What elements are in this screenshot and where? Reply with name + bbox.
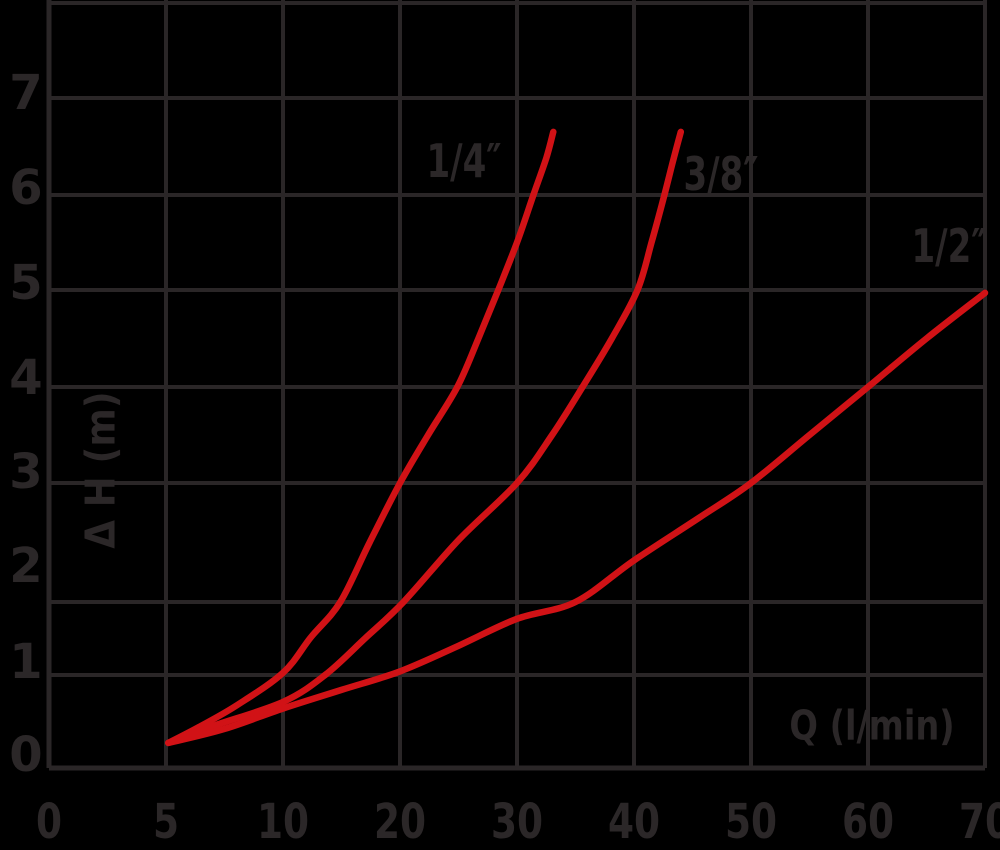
x-tick-label: 50: [724, 794, 778, 850]
x-tick-label: 30: [490, 794, 544, 850]
curve-label-half-inch: 1/2″: [911, 219, 987, 273]
y-tick-label: 6: [9, 160, 43, 216]
x-tick-label: 40: [607, 794, 661, 850]
y-tick-label: 4: [9, 350, 43, 406]
x-tick-label: 0: [35, 794, 63, 850]
y-tick-label: 2: [9, 538, 43, 594]
x-axis-title: Q (l/min): [789, 701, 955, 750]
y-tick-label: 5: [9, 255, 43, 311]
y-tick-label: 7: [9, 65, 43, 121]
curve-quarter-inch: [165, 128, 557, 747]
x-tick-label: 20: [373, 794, 427, 850]
y-tick-label: 3: [9, 444, 43, 500]
curve-half-inch: [165, 289, 989, 747]
x-tick-label: 60: [841, 794, 895, 850]
curve-label-quarter-inch: 1/4″: [426, 134, 502, 188]
y-tick-label: 1: [9, 634, 43, 690]
curve-three-eighths-inch: [165, 128, 685, 747]
x-tick-label: 70: [958, 794, 1000, 850]
x-tick-label: 5: [152, 794, 180, 850]
y-tick-label: 0: [9, 727, 43, 783]
x-tick-label: 10: [256, 794, 310, 850]
curve-label-three-eighths-inch: 3/8″: [683, 147, 759, 201]
y-axis-title: Δ H (m): [76, 391, 125, 549]
